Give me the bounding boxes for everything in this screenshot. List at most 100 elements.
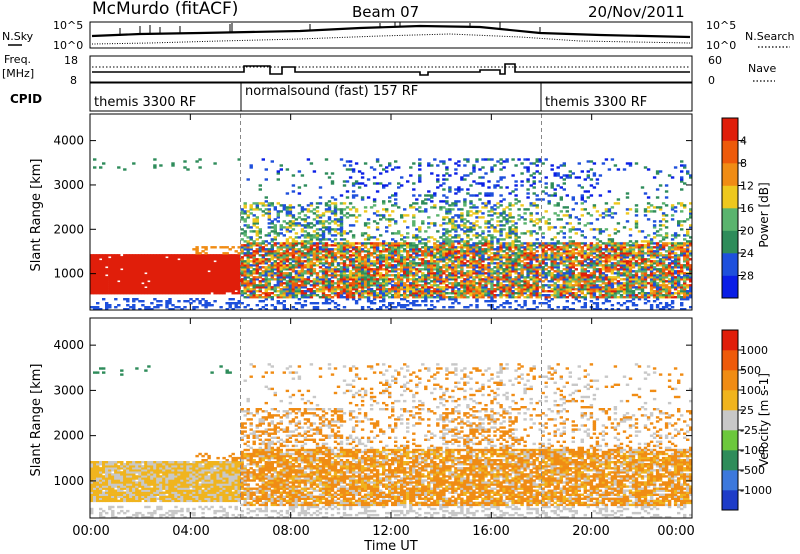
heatmap-cell: [457, 296, 461, 299]
heatmap-cell: [457, 186, 461, 189]
heatmap-cell: [192, 254, 196, 257]
heatmap-cell: [397, 268, 401, 271]
heatmap-cell: [276, 282, 280, 285]
heatmap-cell: [123, 274, 127, 277]
heatmap-cell: [547, 194, 551, 197]
heatmap-cell: [421, 288, 425, 291]
heatmap-cell: [186, 264, 190, 267]
heatmap-cell: [279, 168, 283, 171]
heatmap-cell: [324, 278, 329, 281]
heatmap-cell: [379, 308, 383, 311]
heatmap-cell: [439, 250, 443, 253]
heatmap-cell: [189, 302, 193, 305]
heatmap-cell: [159, 266, 163, 269]
heatmap-cell: [168, 302, 172, 305]
heatmap-cell: [514, 278, 518, 281]
heatmap-cell: [532, 202, 536, 205]
heatmap-cell: [451, 242, 455, 245]
heatmap-cell: [529, 264, 533, 267]
heatmap-cell: [300, 254, 305, 257]
heatmap-cell: [303, 264, 308, 267]
heatmap-cell: [493, 236, 497, 239]
heatmap-cell: [457, 262, 461, 265]
heatmap-cell: [225, 290, 229, 293]
heatmap-cell: [330, 296, 335, 299]
heatmap-cell: [288, 220, 293, 223]
heatmap-cell: [174, 274, 178, 277]
heatmap-cell: [306, 290, 311, 293]
heatmap-cell: [330, 180, 335, 183]
heatmap-cell: [336, 250, 341, 253]
noise-tick-left-bottom: 10^0: [53, 39, 83, 52]
heatmap-cell: [174, 276, 178, 279]
heatmap-cell: [375, 214, 380, 217]
heatmap-cell: [490, 244, 494, 247]
heatmap-cell: [460, 258, 464, 261]
heatmap-cell: [117, 254, 121, 257]
heatmap-cell: [141, 300, 145, 303]
heatmap-cell: [499, 256, 503, 259]
heatmap-cell: [354, 258, 359, 261]
heatmap-cell: [348, 242, 353, 245]
heatmap-cell: [354, 180, 359, 183]
heatmap-cell: [291, 306, 296, 309]
heatmap-cell: [406, 258, 410, 261]
heatmap-cell: [228, 298, 232, 301]
heatmap-cell: [499, 290, 503, 293]
heatmap-cell: [108, 306, 112, 309]
heatmap-cell: [394, 244, 398, 247]
heatmap-cell: [391, 284, 395, 287]
heatmap-cell: [475, 232, 479, 235]
heatmap-cell: [505, 248, 509, 251]
heatmap-cell: [490, 304, 494, 307]
heatmap-cell: [532, 252, 536, 255]
heatmap-cell: [90, 270, 94, 273]
heatmap-cell: [174, 278, 178, 281]
heatmap-cell: [351, 280, 356, 283]
heatmap-cell: [258, 236, 262, 239]
heatmap-cell: [508, 220, 512, 223]
heatmap-cell: [240, 260, 244, 263]
heatmap-cell: [159, 276, 163, 279]
heatmap-cell: [294, 296, 299, 299]
heatmap-cell: [445, 216, 449, 219]
heatmap-cell: [360, 182, 365, 185]
heatmap-cell: [300, 250, 305, 253]
heatmap-cell: [282, 272, 286, 275]
heatmap-cell: [105, 280, 109, 283]
heatmap-cell: [472, 204, 476, 207]
heatmap-cell: [385, 270, 389, 273]
heatmap-cell: [499, 158, 503, 161]
heatmap-cell: [496, 184, 500, 187]
heatmap-cell: [517, 218, 521, 221]
heatmap-cell: [382, 292, 386, 295]
heatmap-cell: [412, 248, 416, 251]
heatmap-cell: [177, 282, 181, 285]
heatmap-cell: [529, 272, 533, 275]
heatmap-cell: [261, 306, 265, 309]
heatmap-cell: [312, 282, 317, 285]
heatmap-cell: [415, 286, 419, 289]
heatmap-cell: [123, 268, 127, 271]
heatmap-cell: [493, 254, 497, 257]
heatmap-cell: [484, 202, 488, 205]
heatmap-cell: [372, 182, 377, 185]
heatmap-cell: [553, 194, 557, 197]
heatmap-cell: [385, 184, 389, 187]
heatmap-cell: [339, 262, 344, 265]
heatmap-cell: [294, 232, 299, 235]
heatmap-cell: [276, 280, 280, 283]
heatmap-cell: [261, 242, 265, 245]
heatmap-cell: [550, 262, 554, 265]
heatmap-cell: [312, 256, 317, 259]
heatmap-cell: [348, 294, 353, 297]
heatmap-cell: [318, 290, 323, 293]
heatmap-cell: [147, 282, 151, 285]
heatmap-cell: [388, 218, 392, 221]
heatmap-cell: [475, 246, 479, 249]
heatmap-cell: [391, 274, 395, 277]
heatmap-cell: [382, 242, 386, 245]
heatmap-cell: [267, 284, 271, 287]
heatmap-cell: [406, 180, 410, 183]
heatmap-cell: [144, 274, 148, 277]
